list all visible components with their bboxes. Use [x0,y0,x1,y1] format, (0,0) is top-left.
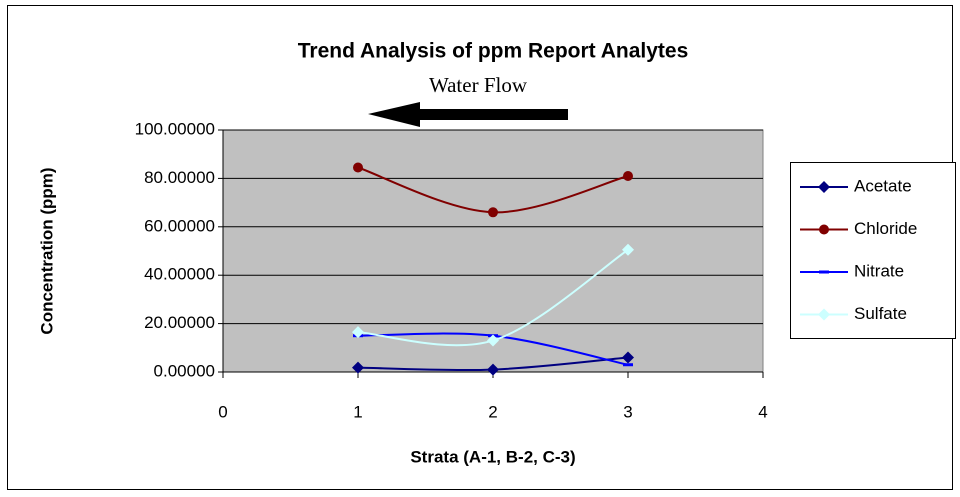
legend-label: Chloride [854,219,917,238]
legend-marker [819,270,829,274]
legend-marker [819,224,829,235]
legend-marker [818,308,830,321]
y-tick-label: 0.00000 [154,361,215,380]
x-tick-label: 3 [623,402,632,421]
data-point [622,351,634,364]
legend [790,162,956,339]
legend-marker [818,181,830,193]
data-point [623,363,633,367]
y-tick-label: 100.00000 [135,119,215,138]
x-tick-label: 4 [758,402,767,421]
legend-label: Sulfate [854,304,907,323]
y-tick-label: 20.00000 [144,313,215,332]
data-point [487,334,499,347]
y-axis-label: Concentration (ppm) [37,167,56,334]
data-point [488,207,498,218]
x-tick-label: 0 [218,402,227,421]
data-point [622,243,634,256]
flow-arrow [368,102,568,127]
data-point [352,326,364,339]
x-tick-label: 2 [488,402,497,421]
x-tick-label: 1 [353,402,362,421]
data-point [352,361,364,374]
x-axis-label: Strata (A-1, B-2, C-3) [410,447,575,466]
annotation: Water Flow [429,73,528,97]
data-point [353,162,363,173]
legend-label: Acetate [854,176,912,195]
legend-label: Nitrate [854,261,904,280]
data-point [623,170,633,181]
y-tick-label: 60.00000 [144,216,215,235]
plot-area [222,129,764,373]
chart-title: Trend Analysis of ppm Report Analytes [298,40,689,63]
y-tick-label: 40.00000 [144,265,215,284]
y-tick-label: 80.00000 [144,168,215,187]
data-point [487,363,499,376]
